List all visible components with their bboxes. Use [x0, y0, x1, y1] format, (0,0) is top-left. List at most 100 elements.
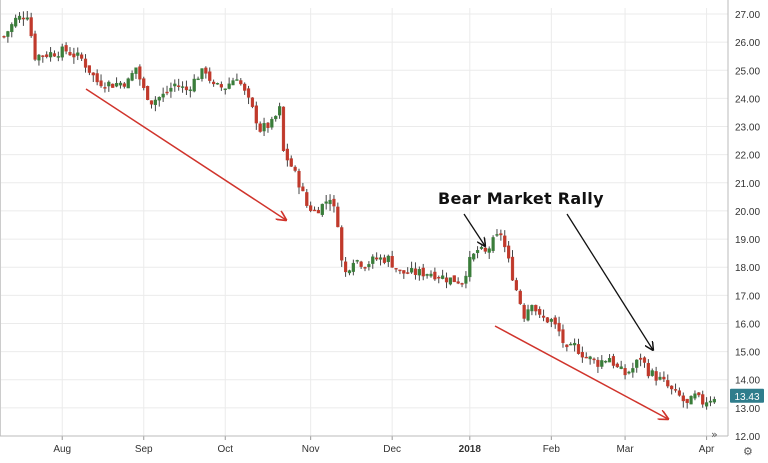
candle: [196, 76, 200, 81]
candle: [429, 270, 433, 278]
candle-body: [343, 261, 348, 273]
candle-body: [297, 170, 301, 188]
candle: [33, 30, 37, 62]
candle: [378, 254, 383, 266]
candle: [324, 194, 328, 210]
candle: [402, 270, 406, 279]
candle-body: [235, 79, 239, 81]
candle-body: [510, 256, 515, 281]
y-tick-label: 18.00: [735, 263, 760, 274]
candle-body: [701, 394, 705, 405]
candle: [87, 65, 91, 76]
candle: [510, 250, 515, 281]
candle: [413, 262, 418, 280]
candle: [239, 78, 243, 86]
candle: [394, 268, 398, 273]
candle: [580, 346, 584, 363]
candle: [17, 12, 22, 23]
candle: [545, 317, 550, 324]
candle-body: [312, 209, 317, 212]
candle-body: [324, 201, 328, 204]
candle: [390, 250, 394, 268]
candle: [596, 357, 600, 373]
settings-icon[interactable]: ⚙: [743, 445, 753, 458]
candle-body: [114, 83, 119, 87]
candle-body: [289, 158, 293, 167]
candle: [670, 385, 674, 395]
candle-body: [212, 81, 216, 85]
candle: [231, 77, 235, 86]
candle-body: [425, 274, 429, 276]
candle-body: [41, 55, 45, 57]
candle: [126, 77, 130, 89]
candle: [421, 263, 425, 281]
candle-body: [662, 376, 666, 380]
y-tick-label: 26.00: [735, 38, 760, 49]
candle-body: [495, 234, 499, 236]
candle-body: [514, 280, 518, 291]
candle-body: [588, 356, 592, 360]
candle: [227, 77, 231, 90]
candle-body: [192, 78, 196, 92]
candle-body: [95, 73, 99, 83]
candle-body: [600, 360, 604, 367]
candles: [2, 11, 716, 410]
candle-body: [534, 304, 538, 312]
candle: [681, 392, 685, 408]
candle: [14, 14, 18, 28]
candle: [386, 254, 390, 267]
candle: [553, 315, 557, 329]
x-tick-label: Aug: [53, 444, 71, 455]
candle: [285, 143, 289, 167]
candle: [607, 354, 612, 363]
candle: [685, 398, 689, 409]
candle: [534, 304, 538, 316]
x-tick-label: Mar: [616, 444, 634, 455]
candle-body: [37, 54, 41, 61]
candle-body: [107, 81, 111, 87]
grid-lines: [0, 8, 728, 437]
candle-body: [561, 329, 565, 343]
candle: [472, 253, 476, 262]
candle-body: [650, 370, 654, 376]
candle-body: [99, 80, 103, 87]
candle-body: [472, 253, 476, 260]
candle-body: [2, 36, 6, 38]
candle-body: [712, 399, 716, 403]
candle: [351, 259, 355, 276]
candle: [250, 97, 255, 109]
candle-body: [503, 235, 507, 248]
candle-body: [165, 91, 169, 94]
candle-body: [491, 237, 495, 251]
candle-body: [631, 368, 635, 373]
candle-body: [518, 290, 522, 304]
candle-body: [394, 268, 398, 270]
candle: [557, 316, 561, 337]
candle: [697, 391, 701, 398]
candle: [359, 260, 363, 269]
candle: [627, 370, 631, 375]
candle-body: [243, 83, 247, 91]
candle-body: [367, 264, 371, 268]
scroll-right-icon[interactable]: »: [711, 428, 718, 441]
candle: [157, 96, 161, 107]
candle: [215, 82, 220, 85]
candle: [180, 81, 185, 93]
candle: [677, 387, 682, 397]
annotation-bear-market-rally: Bear Market Rally: [438, 189, 604, 208]
candle-body: [68, 52, 72, 56]
candle: [149, 100, 154, 109]
candle: [52, 50, 57, 57]
candle-body: [227, 83, 231, 89]
candle: [142, 76, 146, 91]
candle-body: [573, 342, 577, 346]
candle-body: [188, 89, 192, 91]
candle: [56, 51, 60, 62]
candle: [332, 195, 336, 213]
rally-arrow-2: [566, 213, 653, 350]
candle-body: [456, 281, 460, 284]
candle-body: [417, 269, 421, 276]
candle: [662, 371, 666, 382]
candle-body: [704, 402, 709, 407]
